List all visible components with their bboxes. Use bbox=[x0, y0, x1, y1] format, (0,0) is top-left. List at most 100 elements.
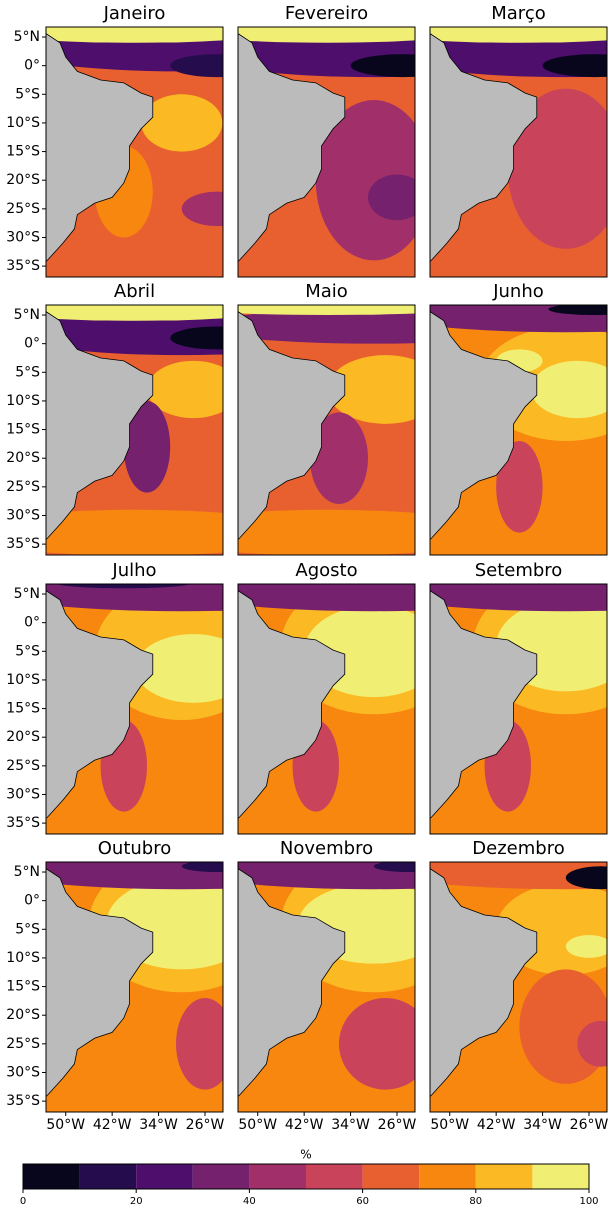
colorbar-segment bbox=[23, 1164, 80, 1189]
lat-tick-label: 5°S bbox=[15, 364, 40, 380]
land bbox=[430, 33, 538, 262]
map-panel bbox=[238, 862, 415, 1112]
field-contour bbox=[170, 326, 223, 350]
panel-title: Março bbox=[491, 3, 545, 24]
field-contour bbox=[170, 54, 223, 78]
field-contour bbox=[542, 54, 607, 78]
map-panel bbox=[46, 27, 223, 277]
map-panel bbox=[46, 305, 223, 555]
colorbar-label: % bbox=[300, 1148, 311, 1162]
field-contour bbox=[238, 309, 415, 344]
lon-tick-label: 50°W bbox=[430, 1117, 469, 1133]
land bbox=[430, 311, 538, 540]
field-contour bbox=[577, 1020, 607, 1067]
colorbar-segment bbox=[192, 1164, 250, 1189]
field-contour bbox=[238, 584, 415, 612]
field-contour bbox=[146, 360, 223, 419]
lat-tick-label: 35°S bbox=[6, 258, 40, 274]
land bbox=[430, 590, 538, 819]
field-contour bbox=[46, 862, 223, 890]
colorbar-tick-label: 20 bbox=[130, 1196, 143, 1207]
lat-tick-label: 20°S bbox=[6, 729, 40, 745]
lat-tick-label: 20°S bbox=[6, 1007, 40, 1023]
field-contour bbox=[176, 998, 223, 1090]
field-contour bbox=[338, 998, 415, 1090]
lat-tick-label: 30°S bbox=[6, 507, 40, 523]
lat-tick-label: 30°S bbox=[6, 1064, 40, 1080]
lat-tick-label: 0° bbox=[24, 336, 40, 352]
lat-tick-label: 25°S bbox=[6, 1036, 40, 1052]
panel-frame bbox=[237, 304, 416, 556]
lat-tick-label: 35°S bbox=[6, 815, 40, 831]
lon-tick-label: 42°W bbox=[477, 1117, 516, 1133]
field-contour bbox=[368, 174, 415, 221]
field-contour bbox=[181, 862, 223, 873]
lat-tick-label: 30°S bbox=[6, 229, 40, 245]
land bbox=[46, 868, 154, 1097]
map-panel bbox=[430, 584, 607, 834]
lat-tick-label: 5°S bbox=[15, 643, 40, 659]
field-contour bbox=[315, 100, 415, 261]
lat-tick-label: 0° bbox=[24, 893, 40, 909]
lat-tick-label: 25°S bbox=[6, 758, 40, 774]
panel-title: Outubro bbox=[98, 838, 172, 859]
colorbar-tick-label: 40 bbox=[243, 1196, 256, 1207]
field-contour bbox=[238, 27, 415, 43]
panel-frame bbox=[237, 26, 416, 278]
colorbar-segment bbox=[362, 1164, 420, 1189]
lat-tick-label: 5°N bbox=[14, 586, 40, 602]
lat-tick-label: 20°S bbox=[6, 172, 40, 188]
lat-tick-label: 25°S bbox=[6, 201, 40, 217]
colorbar-segment bbox=[249, 1164, 306, 1189]
panel-title: Junho bbox=[492, 281, 544, 302]
panel-title: Agosto bbox=[295, 560, 357, 581]
lat-tick-label: 5°N bbox=[14, 29, 40, 45]
panel-title: Novembro bbox=[280, 838, 373, 859]
field-contour bbox=[141, 94, 223, 152]
colorbar-segment bbox=[79, 1164, 137, 1189]
lat-tick-label: 20°S bbox=[6, 450, 40, 466]
field-contour bbox=[565, 935, 607, 958]
land bbox=[238, 33, 346, 262]
colorbar-tick-label: 0 bbox=[20, 1196, 26, 1207]
lon-tick-label: 26°W bbox=[378, 1117, 417, 1133]
land bbox=[46, 311, 154, 540]
panel-frame bbox=[429, 26, 608, 278]
lat-tick-label: 0° bbox=[24, 615, 40, 631]
panel-title: Janeiro bbox=[103, 3, 166, 24]
panel-frame bbox=[429, 583, 608, 835]
panel-title: Maio bbox=[305, 281, 348, 302]
field-contour bbox=[530, 360, 607, 419]
lat-tick-label: 15°S bbox=[6, 422, 40, 438]
lat-tick-label: 35°S bbox=[6, 1093, 40, 1109]
map-panel bbox=[238, 584, 415, 834]
lat-tick-label: 10°S bbox=[6, 393, 40, 409]
land bbox=[46, 33, 154, 262]
land bbox=[238, 868, 346, 1097]
colorbar-segment bbox=[419, 1164, 476, 1189]
lat-tick-label: 15°S bbox=[6, 701, 40, 717]
land bbox=[430, 868, 538, 1097]
field-contour bbox=[135, 634, 223, 703]
field-contour bbox=[548, 305, 607, 316]
lon-tick-label: 34°W bbox=[523, 1117, 562, 1133]
field-contour bbox=[46, 27, 223, 43]
map-panel bbox=[430, 27, 607, 277]
lon-tick-label: 42°W bbox=[285, 1117, 324, 1133]
colorbar-segment bbox=[532, 1164, 589, 1189]
field-contour bbox=[430, 305, 607, 333]
lat-tick-label: 25°S bbox=[6, 479, 40, 495]
lon-tick-label: 50°W bbox=[46, 1117, 85, 1133]
lat-tick-label: 5°N bbox=[14, 307, 40, 323]
field-contour bbox=[46, 509, 223, 555]
lon-tick-label: 26°W bbox=[570, 1117, 609, 1133]
lon-tick-label: 26°W bbox=[186, 1117, 225, 1133]
panel-frame bbox=[429, 861, 608, 1113]
field-contour bbox=[327, 355, 415, 424]
map-panel bbox=[238, 27, 415, 277]
lat-tick-label: 5°S bbox=[15, 86, 40, 102]
field-contour bbox=[46, 584, 223, 612]
land bbox=[46, 590, 154, 819]
panel-title: Julho bbox=[111, 560, 156, 581]
colorbar-segment bbox=[136, 1164, 193, 1189]
